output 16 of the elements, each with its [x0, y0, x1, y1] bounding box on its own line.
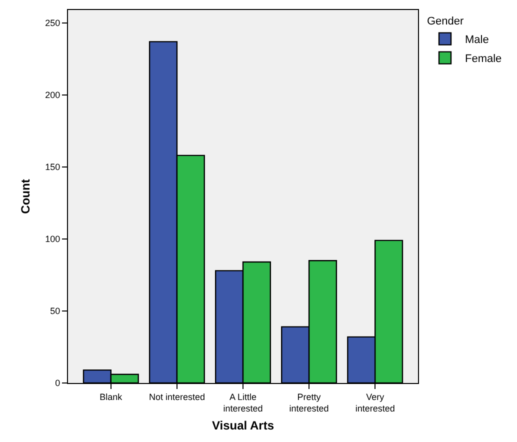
x-tick-label: Not interested: [148, 392, 205, 402]
y-tick-label: 150: [45, 162, 60, 172]
legend-label: Female: [465, 53, 502, 66]
x-tick-label: Very interested: [355, 392, 395, 414]
y-tick-label: 200: [45, 90, 60, 100]
x-tick-label: A Little interested: [223, 392, 263, 414]
y-tick-label: 0: [55, 378, 60, 388]
x-tick-label: Pretty interested: [289, 392, 329, 414]
legend-label: Male: [465, 34, 489, 46]
x-axis-title: Visual Arts: [212, 418, 274, 432]
y-axis-title: Count: [18, 179, 32, 214]
y-tick-label: 50: [50, 306, 60, 316]
y-tick-label: 250: [45, 18, 60, 28]
legend-title: Gender: [427, 15, 464, 28]
y-tick-label: 100: [45, 234, 60, 244]
x-tick-label: Blank: [100, 392, 123, 402]
